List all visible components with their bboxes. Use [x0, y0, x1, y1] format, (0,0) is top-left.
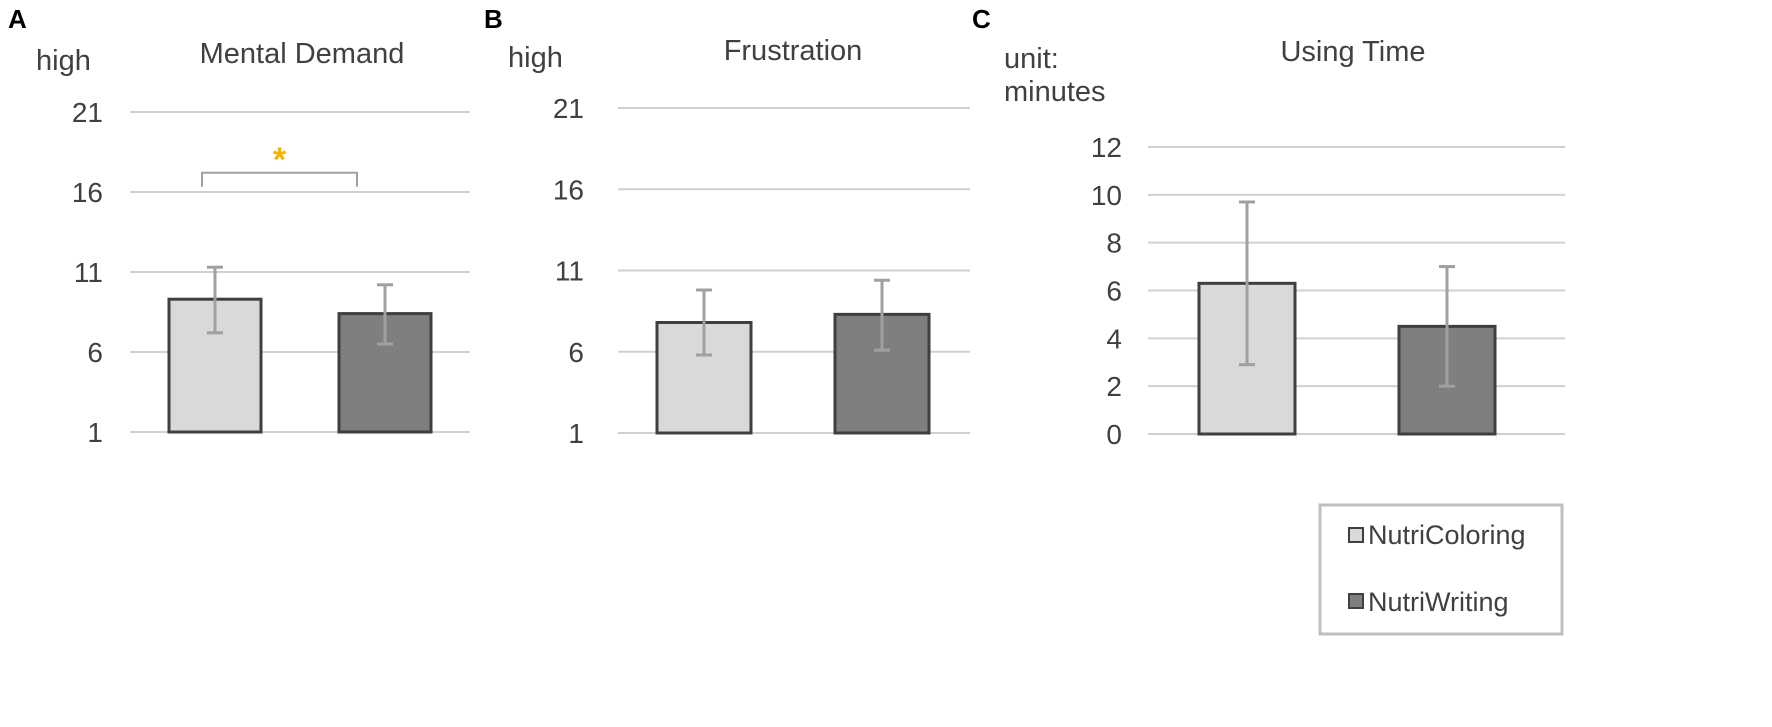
y-tick-label-a-16: 16: [72, 177, 103, 208]
error-bar-c-nutricoloring: [1239, 200, 1255, 367]
y-tick-label-b-21: 21: [553, 93, 584, 124]
error-bar-c-nutriwriting: [1439, 265, 1455, 388]
legend-box: [1318, 503, 1564, 636]
y-tick-label-a-11: 11: [74, 257, 103, 288]
legend-label-nutricoloring: NutriColoring: [1368, 520, 1526, 550]
legend-swatch-nutriwriting: [1348, 593, 1364, 609]
panel-letter-a: A: [8, 4, 27, 34]
legend-label-nutriwriting: NutriWriting: [1368, 587, 1509, 617]
error-bar-a-nutricoloring: [207, 265, 223, 335]
y-axis-label-a: high: [36, 45, 91, 77]
y-tick-label-c-0: 0: [1106, 419, 1122, 450]
y-tick-label-b-1: 1: [568, 418, 584, 449]
y-tick-label-a-1: 1: [87, 417, 103, 448]
y-tick-label-b-16: 16: [553, 174, 584, 205]
y-tick-label-a-6: 6: [87, 337, 103, 368]
y-axis-label-b: high: [508, 42, 563, 74]
chart-title-a: Mental Demand: [200, 38, 405, 70]
chart-title-b: Frustration: [724, 35, 863, 67]
error-bar-b-nutricoloring: [696, 288, 712, 357]
legend: NutriColoring NutriWriting: [1318, 503, 1564, 636]
y-tick-label-a-21: 21: [72, 97, 103, 128]
y-tick-label-c-6: 6: [1106, 276, 1122, 307]
y-tick-label-b-11: 11: [555, 256, 584, 287]
y-axis-label-c-line1: unit:: [1004, 43, 1059, 75]
significance-marker-a: *: [273, 141, 287, 179]
y-tick-label-c-12: 12: [1091, 132, 1122, 163]
bar-b-nutriwriting: [833, 312, 931, 435]
y-axis-label-c-line2: minutes: [1004, 76, 1106, 108]
y-tick-label-b-6: 6: [568, 337, 584, 368]
significance-bracket-a: [201, 171, 358, 187]
y-tick-label-c-4: 4: [1106, 323, 1122, 354]
y-tick-label-c-8: 8: [1106, 228, 1122, 259]
panel-letter-c: C: [972, 4, 991, 34]
error-bar-b-nutriwriting: [874, 278, 890, 352]
y-tick-label-c-10: 10: [1091, 180, 1122, 211]
panel-c: C unit: minutes Using Time 0 2 4 6 8 10 12: [972, 4, 1565, 450]
panel-letter-b: B: [484, 4, 503, 34]
y-tick-label-c-2: 2: [1106, 371, 1122, 402]
chart-title-c: Using Time: [1280, 36, 1425, 68]
error-bar-a-nutriwriting: [377, 283, 393, 346]
plot-area-c: 0 2 4 6 8 10 12: [1091, 132, 1565, 450]
legend-swatch-nutricoloring: [1348, 527, 1364, 543]
